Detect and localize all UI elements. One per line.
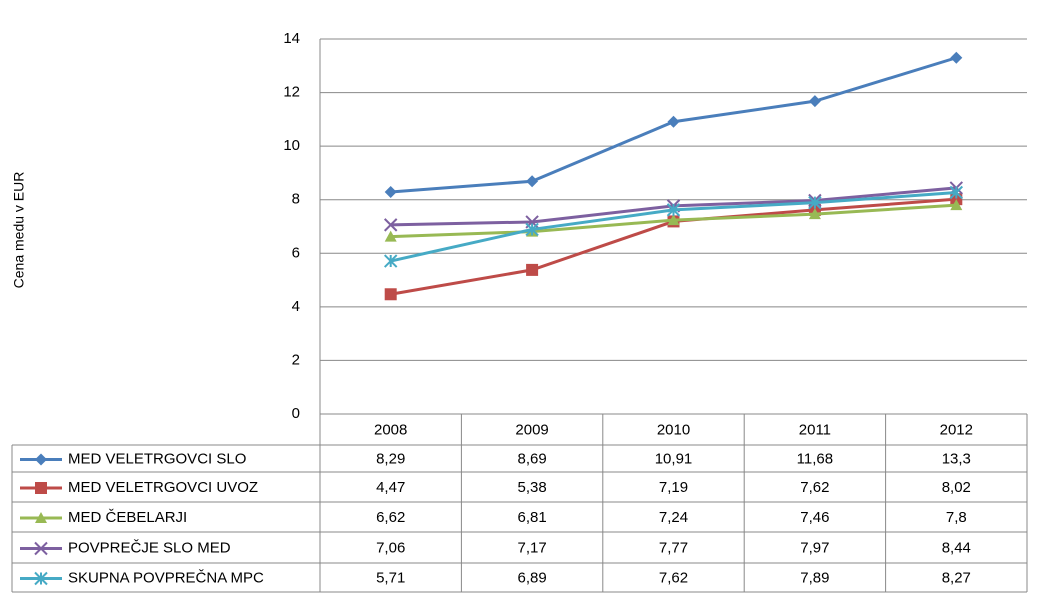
table-value: 7,77 [659, 539, 688, 556]
y-tick-label: 10 [283, 137, 300, 154]
table-value: 7,62 [800, 479, 829, 496]
table-value: 6,62 [376, 509, 405, 526]
marker [35, 512, 47, 523]
marker [383, 254, 398, 268]
marker [808, 95, 821, 108]
table-value: 7,24 [659, 509, 688, 526]
marker [949, 185, 964, 200]
marker [950, 51, 963, 64]
table-value: 7,89 [800, 569, 829, 586]
table-value: 11,68 [797, 450, 833, 467]
marker [526, 175, 539, 188]
table-value: 8,69 [517, 450, 546, 467]
y-tick-label: 4 [292, 298, 300, 315]
marker [808, 208, 821, 220]
marker [667, 115, 680, 128]
marker [383, 218, 398, 232]
legend-label: POVPREČJE SLO MED [68, 539, 231, 556]
table-value: 8,27 [942, 569, 971, 586]
legend-label: MED VELETRGOVCI SLO [68, 450, 246, 467]
table-value: 7,19 [659, 479, 688, 496]
table-value: 6,81 [517, 509, 546, 526]
y-tick-label: 14 [283, 30, 300, 47]
y-tick-label: 12 [283, 84, 300, 101]
x-tick-label: 2012 [940, 421, 973, 438]
marker [525, 222, 539, 237]
table-value: 10,91 [655, 450, 693, 467]
table-value: 8,02 [942, 479, 971, 496]
table-value: 4,47 [376, 479, 405, 496]
legend-label: MED VELETRGOVCI UVOZ [68, 479, 258, 496]
table-value: 13,3 [942, 450, 971, 467]
marker [666, 203, 681, 217]
table-value: 7,06 [376, 539, 405, 556]
table-value: 8,44 [942, 539, 971, 556]
marker [35, 482, 47, 494]
legend-label: MED ČEBELARJI [68, 509, 187, 526]
marker [667, 214, 680, 226]
table-value: 7,97 [800, 539, 829, 556]
table-value: 7,8 [946, 509, 967, 526]
y-axis-label: Cena medu v EUR [11, 172, 27, 289]
marker [950, 199, 963, 211]
table-value: 8,29 [376, 450, 405, 467]
y-tick-label: 0 [292, 405, 300, 422]
y-tick-label: 8 [292, 191, 300, 208]
table-value: 6,89 [517, 569, 546, 586]
x-tick-label: 2009 [515, 421, 548, 438]
table-value: 7,46 [800, 509, 829, 526]
marker [526, 263, 539, 276]
x-tick-label: 2010 [657, 421, 690, 438]
x-tick-label: 2008 [374, 421, 407, 438]
marker [808, 195, 822, 210]
marker [34, 571, 48, 586]
table-value: 5,71 [376, 569, 405, 586]
y-tick-label: 2 [292, 351, 300, 368]
marker [34, 541, 48, 556]
x-tick-label: 2011 [799, 421, 831, 438]
marker [384, 185, 397, 198]
marker [384, 230, 397, 242]
marker [35, 453, 47, 466]
marker [384, 288, 397, 301]
legend-label: SKUPNA POVPREČNA MPC [68, 569, 264, 586]
table-value: 7,17 [517, 539, 546, 556]
y-tick-label: 6 [292, 244, 300, 261]
table-value: 7,62 [659, 569, 688, 586]
table-value: 5,38 [517, 479, 546, 496]
